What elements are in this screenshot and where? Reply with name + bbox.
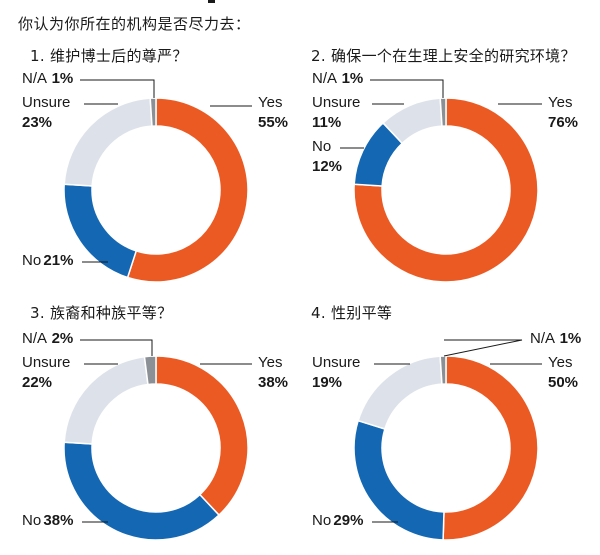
- leader-line-na: [80, 339, 153, 356]
- donut-chart-1: Yes 55% No 21% Unsure 23% N/A 1%: [22, 70, 288, 283]
- slice-yes: [155, 355, 249, 517]
- leader-line-na: [370, 79, 444, 98]
- label-unsure: Unsure: [22, 94, 70, 111]
- label-no: No: [22, 252, 41, 269]
- value-no: 12%: [312, 158, 342, 175]
- label-unsure: Unsure: [312, 94, 360, 111]
- slice-na: [149, 97, 157, 127]
- value-yes: 55%: [258, 114, 288, 131]
- value-yes: 76%: [548, 114, 578, 131]
- label-yes: Yes: [548, 354, 572, 371]
- donut-chart-2: Yes 76% No 12% Unsure 11% N/A 1%: [312, 70, 578, 283]
- chart-4-title: 4. 性别平等: [311, 304, 393, 322]
- value-no: 38%: [43, 512, 73, 529]
- leader-line-na: [80, 79, 155, 98]
- label-no: No: [22, 512, 41, 529]
- slice-no: [63, 183, 138, 279]
- label-no: No: [312, 512, 331, 529]
- leader-line-na: [443, 339, 523, 357]
- chart-1-title: 1. 维护博士后的尊严？: [30, 47, 188, 65]
- slice-na: [439, 97, 447, 127]
- value-na: 2%: [52, 330, 74, 347]
- chart-2-title: 2. 确保一个在生理上安全的研究环境？: [311, 47, 576, 65]
- value-yes: 38%: [258, 374, 288, 391]
- top-marker: [208, 0, 215, 3]
- slice-yes: [353, 97, 539, 283]
- label-yes: Yes: [258, 94, 282, 111]
- slice-na: [143, 355, 157, 386]
- value-unsure: 23%: [22, 114, 52, 131]
- slice-unsure: [63, 355, 149, 445]
- label-unsure: Unsure: [22, 354, 70, 371]
- label-no: No: [312, 138, 331, 155]
- slice-yes: [126, 97, 249, 283]
- label-na: N/A: [22, 330, 47, 347]
- value-unsure: 11%: [312, 114, 341, 131]
- slice-unsure: [357, 355, 443, 430]
- label-yes: Yes: [548, 94, 572, 111]
- label-na: N/A: [312, 70, 337, 87]
- value-yes: 50%: [548, 374, 578, 391]
- value-na: 1%: [342, 70, 364, 87]
- slice-yes: [442, 355, 539, 541]
- slice-na: [439, 355, 447, 385]
- value-na: 1%: [560, 330, 582, 347]
- label-unsure: Unsure: [312, 354, 360, 371]
- value-na: 1%: [52, 70, 74, 87]
- value-no: 21%: [43, 252, 73, 269]
- label-yes: Yes: [258, 354, 282, 371]
- value-no: 29%: [333, 512, 363, 529]
- slice-no: [353, 419, 445, 541]
- value-unsure: 19%: [312, 374, 342, 391]
- chart-3-title: 3. 族裔和种族平等？: [30, 304, 173, 322]
- label-na: N/A: [530, 330, 555, 347]
- value-unsure: 22%: [22, 374, 52, 391]
- slice-unsure: [63, 97, 153, 187]
- page-title: 你认为你所在的机构是否尽力去：: [18, 15, 251, 33]
- label-na: N/A: [22, 70, 47, 87]
- donut-chart-4: Yes 50% No 29% Unsure 19% N/A 1%: [312, 330, 582, 541]
- slice-no: [63, 441, 221, 541]
